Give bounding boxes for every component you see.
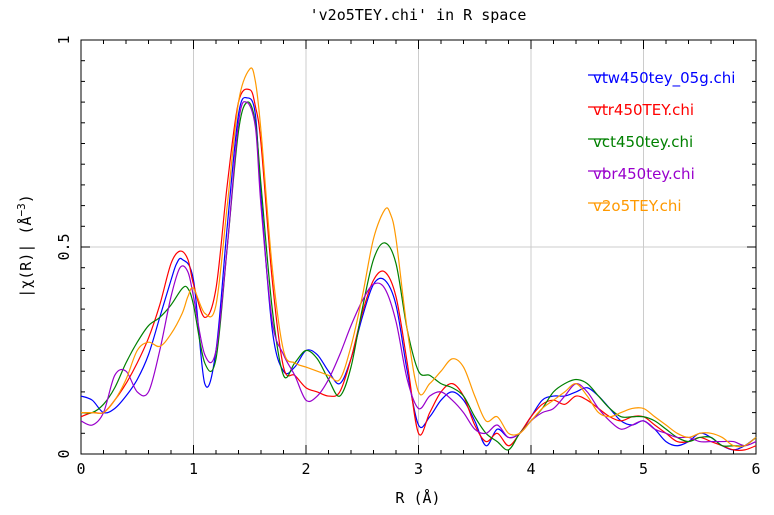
- x-tick-label: 6: [751, 460, 760, 478]
- x-tick-label: 4: [526, 460, 535, 478]
- y-tick-label: 0: [55, 449, 73, 458]
- x-axis-label: R (Å): [395, 488, 440, 507]
- chart-title: 'v2o5TEY.chi' in R space: [310, 6, 527, 24]
- y-tick-label: 0.5: [55, 233, 73, 260]
- legend: vtw450tey_05g.chi vtr450TEY.chi vct450tey.…: [588, 69, 735, 215]
- x-tick-label: 2: [301, 460, 310, 478]
- tick-labels: 0 1 2 3 4 5 6 0 0.5 1: [55, 35, 761, 478]
- x-tick-label: 5: [639, 460, 648, 478]
- y-axis-label-sup: −3: [15, 203, 28, 216]
- x-tick-label: 1: [189, 460, 198, 478]
- y-axis-label-close: ): [17, 194, 35, 203]
- series-line-2: [80, 101, 757, 451]
- legend-label-2: vct450tey.chi: [593, 133, 693, 151]
- series-line-4: [81, 67, 757, 448]
- x-tick-label: 0: [76, 460, 85, 478]
- legend-label-4: v2o5TEY.chi: [593, 197, 682, 215]
- legend-label-3: vbr450tey.chi: [593, 165, 695, 183]
- x-tick-label: 3: [414, 460, 423, 478]
- grid: [81, 40, 756, 454]
- series-group: [80, 67, 757, 451]
- legend-label-0: vtw450tey_05g.chi: [593, 69, 735, 88]
- legend-label-1: vtr450TEY.chi: [593, 101, 694, 119]
- y-tick-label: 1: [55, 35, 73, 44]
- y-axis-label-main: |χ(R)| (Å: [16, 217, 35, 298]
- ticks: [80, 39, 757, 455]
- y-axis-label: |χ(R)| (Å−3): [15, 194, 35, 298]
- series-line-3: [80, 101, 757, 447]
